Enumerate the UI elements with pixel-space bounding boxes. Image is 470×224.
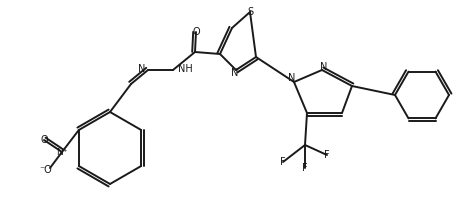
Text: O: O <box>192 27 200 37</box>
Text: O: O <box>40 135 48 145</box>
Text: N: N <box>138 64 145 74</box>
Text: N: N <box>288 73 296 83</box>
Text: N⁺: N⁺ <box>56 147 68 157</box>
Text: ⁻O: ⁻O <box>39 165 52 175</box>
Text: F: F <box>324 150 330 160</box>
Text: N: N <box>321 62 328 72</box>
Text: S: S <box>247 7 253 17</box>
Text: NH: NH <box>178 64 193 74</box>
Text: N: N <box>231 68 239 78</box>
Text: F: F <box>302 163 308 173</box>
Text: F: F <box>280 157 286 167</box>
